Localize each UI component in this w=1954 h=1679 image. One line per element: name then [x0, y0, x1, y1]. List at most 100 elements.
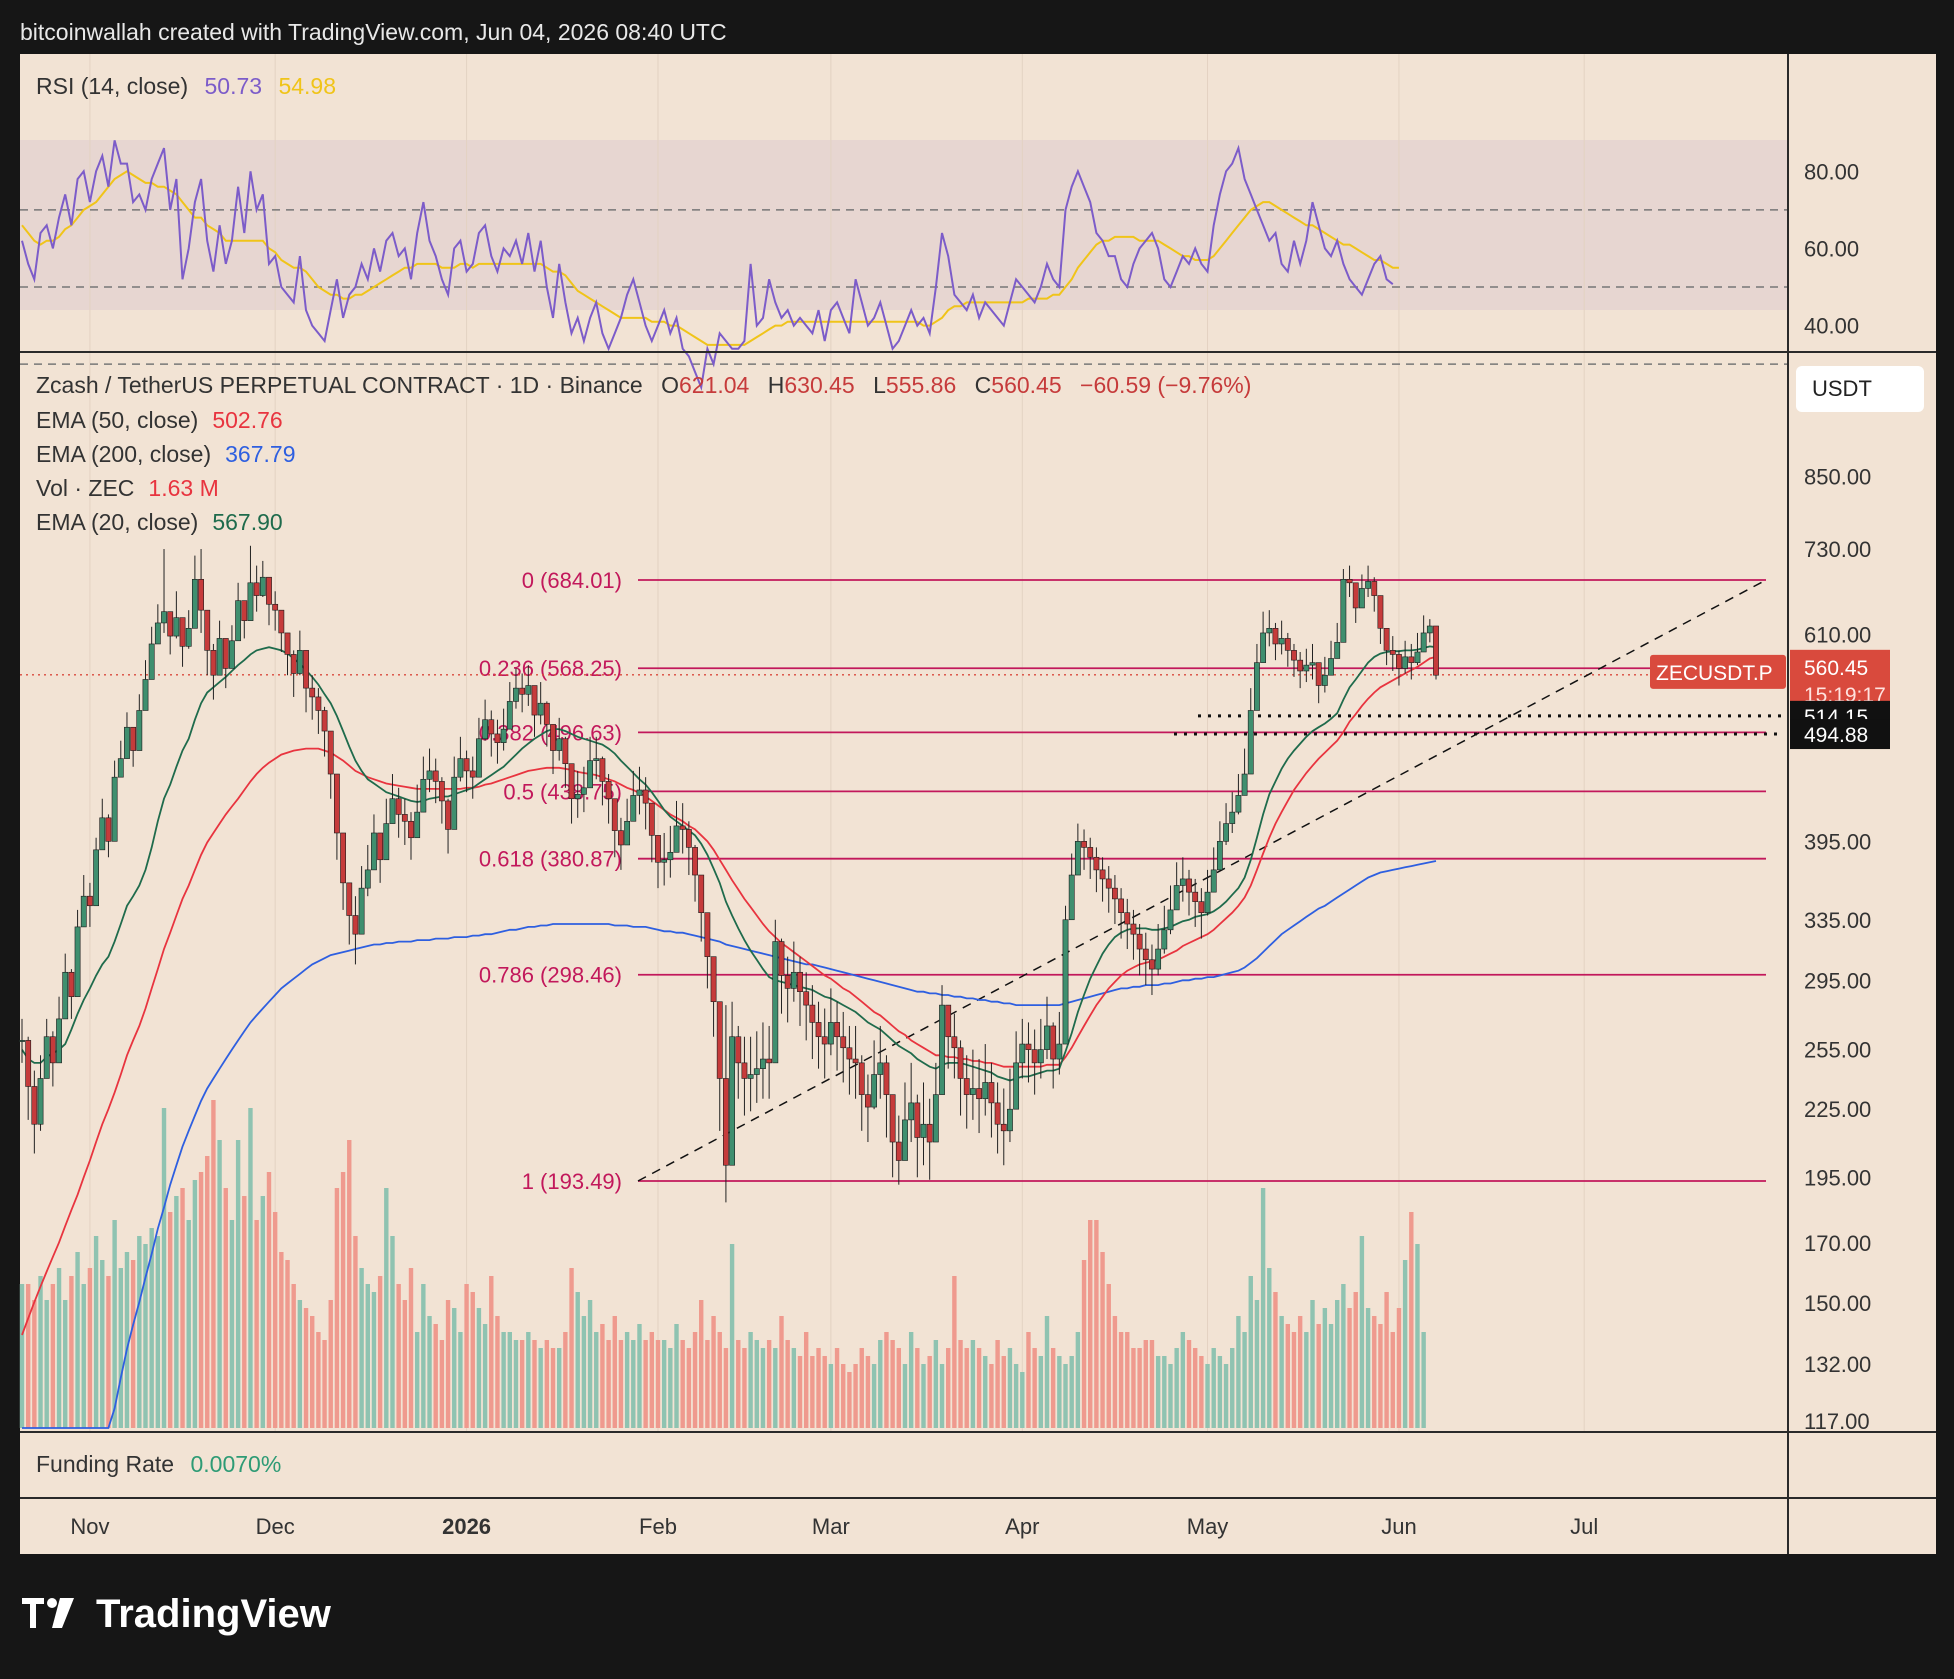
fibonacci-retracement[interactable]: 0 (684.01)0.236 (568.25)0.382 (496.63)0.…: [479, 568, 1766, 1194]
candle-body: [1402, 656, 1409, 669]
rsi-tick-label: 60.00: [1804, 236, 1859, 261]
candle-body: [809, 1004, 816, 1023]
indicator-legend-value: 502.76: [212, 407, 282, 433]
volume-bar: [637, 1324, 642, 1428]
rsi-axis[interactable]: 80.00 60.00 40.00: [1804, 159, 1859, 338]
candle-body: [797, 971, 803, 992]
volume-bar: [519, 1340, 525, 1428]
candle-body: [173, 617, 180, 637]
candle-body: [543, 702, 550, 725]
volume-bar: [1100, 1252, 1105, 1428]
candle-body: [741, 1062, 748, 1079]
candle-body: [1179, 878, 1186, 886]
time-axis-label: Feb: [639, 1514, 677, 1539]
volume-bar: [1155, 1356, 1161, 1428]
candle-body: [352, 915, 359, 935]
indicator-legend[interactable]: EMA (50, close) 502.76 EMA (200, close) 367…: [36, 407, 296, 535]
volume-bar: [865, 1356, 871, 1428]
indicator-legend-item[interactable]: EMA (50, close) 502.76: [36, 407, 283, 433]
volume-bar: [1032, 1348, 1037, 1428]
volume-bar: [896, 1348, 902, 1428]
time-axis[interactable]: Nov Dec 2026 Feb Mar Apr May Jun Jul: [70, 1514, 1598, 1539]
volume-bar: [130, 1260, 136, 1428]
volume-bar: [229, 1220, 235, 1428]
candle-body: [1142, 948, 1149, 961]
volume-bar: [205, 1156, 210, 1428]
footer-brand: TradingView: [96, 1592, 332, 1636]
volume-bar: [470, 1292, 475, 1428]
time-axis-label: Apr: [1005, 1514, 1039, 1539]
volume-bar: [334, 1188, 340, 1428]
candle-body: [31, 1086, 38, 1125]
price-tick-label: 132.00: [1804, 1352, 1871, 1377]
volume-bar: [976, 1348, 982, 1428]
volume-bar: [1236, 1316, 1241, 1428]
candle-body: [1247, 710, 1254, 775]
time-axis-label: Jul: [1570, 1514, 1598, 1539]
candle-body: [784, 975, 791, 989]
indicator-legend-item[interactable]: EMA (20, close) 567.90: [36, 509, 283, 535]
volume-bar: [692, 1332, 698, 1428]
candle-body: [377, 832, 384, 861]
volume-bar: [742, 1348, 747, 1428]
indicator-legend-label: Vol · ZEC: [36, 475, 134, 501]
volume-bar: [167, 1212, 173, 1428]
volume-bar: [328, 1300, 333, 1428]
indicator-legend-item[interactable]: Vol · ZEC 1.63 M: [36, 475, 219, 501]
fib-level-label: 0.236 (568.25): [479, 656, 622, 681]
candle-body: [710, 956, 717, 1003]
candle-body: [1352, 582, 1359, 609]
volume-bar: [482, 1324, 488, 1428]
candle-body: [198, 579, 204, 611]
trendlines[interactable]: [20, 579, 1788, 1182]
candle-body: [587, 760, 593, 789]
candle-body: [618, 830, 624, 846]
candle-body: [988, 1082, 995, 1104]
symbol-ohlc-legend[interactable]: Zcash / TetherUS PERPETUAL CONTRACT · 1D…: [36, 372, 1251, 398]
candle-body: [914, 1102, 921, 1138]
volume-bar: [908, 1332, 914, 1428]
volume-bar: [272, 1212, 278, 1428]
rsi-legend[interactable]: RSI (14, close) 50.73 54.98: [36, 73, 336, 99]
volume-bar: [161, 1108, 167, 1428]
candle-body: [346, 882, 353, 916]
candle-body: [266, 576, 272, 605]
funding-legend[interactable]: Funding Rate 0.0070%: [36, 1451, 281, 1477]
currency-button[interactable]: [1796, 366, 1924, 412]
candle-body: [1254, 662, 1260, 711]
volume-bar: [384, 1188, 389, 1428]
indicator-legend-value: 367.79: [225, 441, 295, 467]
candle-body: [963, 1078, 970, 1095]
volume-bar: [87, 1268, 93, 1428]
candle-body: [62, 971, 69, 1020]
volume-bar: [1217, 1356, 1223, 1428]
volume-bar: [1415, 1244, 1420, 1428]
volume-bar: [1168, 1364, 1173, 1428]
candle-body: [469, 770, 476, 778]
candle-body: [309, 687, 316, 698]
candle-body: [1272, 628, 1279, 645]
volume-bar: [347, 1140, 352, 1428]
indicator-legend-value: 1.63 M: [148, 475, 218, 501]
candle-body: [111, 776, 118, 842]
price-axis[interactable]: 850.00 730.00 610.00 395.00 335.00 295.00 255.…: [1804, 465, 1871, 1434]
candle-body: [1210, 869, 1217, 893]
indicator-legend-label: EMA (200, close): [36, 441, 211, 467]
time-axis-label: Nov: [70, 1514, 109, 1539]
indicator-legend-item[interactable]: EMA (200, close) 367.79: [36, 441, 296, 467]
volume-bar: [661, 1340, 667, 1428]
volume-bar: [445, 1300, 451, 1428]
volume-bar: [1174, 1348, 1179, 1428]
volume-bar: [501, 1332, 506, 1428]
volume-bar: [192, 1180, 198, 1428]
candle-body: [229, 640, 235, 669]
volume-bar: [186, 1220, 191, 1428]
candle-body: [704, 912, 711, 957]
volume-bar: [75, 1252, 80, 1428]
candle-body: [179, 617, 186, 647]
last-price-tag: 560.45: [1804, 657, 1868, 680]
candle-body: [1204, 891, 1211, 913]
candle-body: [729, 1036, 735, 1166]
volume-bar: [93, 1236, 99, 1428]
candle-body: [1315, 662, 1322, 686]
